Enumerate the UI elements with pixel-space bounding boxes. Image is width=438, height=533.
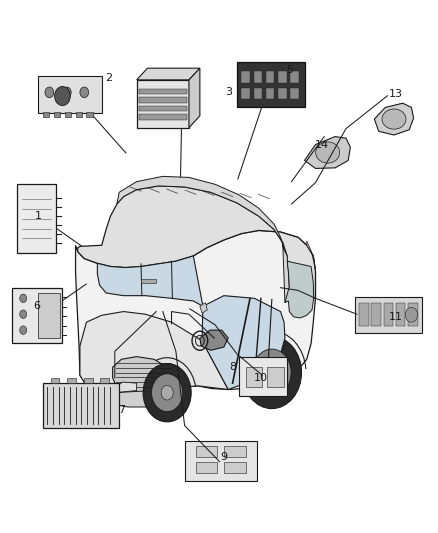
FancyBboxPatch shape — [237, 62, 304, 108]
Text: 8: 8 — [229, 362, 236, 372]
Bar — [395, 303, 404, 326]
Text: 1: 1 — [35, 211, 42, 221]
Bar — [67, 378, 76, 383]
Bar — [195, 462, 217, 473]
Ellipse shape — [381, 109, 405, 129]
Bar — [265, 88, 274, 100]
Bar — [138, 114, 186, 119]
Text: 11: 11 — [388, 312, 402, 322]
Polygon shape — [374, 103, 413, 135]
Polygon shape — [75, 230, 315, 394]
Bar — [138, 89, 186, 94]
Bar — [223, 446, 245, 457]
Circle shape — [80, 87, 88, 98]
Text: 5: 5 — [285, 66, 292, 75]
Circle shape — [264, 364, 279, 382]
Bar — [245, 367, 261, 387]
Circle shape — [45, 87, 53, 98]
Bar — [407, 303, 417, 326]
Polygon shape — [97, 256, 202, 306]
Circle shape — [143, 364, 191, 422]
Polygon shape — [199, 330, 228, 350]
Bar — [371, 303, 380, 326]
Polygon shape — [117, 382, 136, 392]
Bar — [253, 88, 261, 100]
Circle shape — [20, 310, 27, 318]
Polygon shape — [108, 390, 180, 407]
FancyBboxPatch shape — [184, 441, 256, 481]
Text: 2: 2 — [104, 73, 112, 83]
Bar — [50, 378, 59, 383]
Bar — [138, 98, 186, 103]
Polygon shape — [304, 136, 350, 168]
Bar — [241, 71, 250, 83]
Text: 6: 6 — [33, 301, 40, 311]
Polygon shape — [80, 312, 228, 394]
Polygon shape — [306, 241, 315, 269]
Circle shape — [54, 86, 70, 106]
Circle shape — [62, 87, 71, 98]
FancyBboxPatch shape — [39, 76, 102, 113]
Bar — [195, 446, 217, 457]
Bar — [290, 71, 298, 83]
Circle shape — [252, 349, 290, 396]
FancyBboxPatch shape — [239, 357, 286, 397]
Bar — [64, 112, 71, 117]
Bar — [253, 71, 261, 83]
Polygon shape — [136, 68, 199, 80]
Bar — [267, 367, 283, 387]
Bar — [53, 112, 60, 117]
FancyBboxPatch shape — [354, 297, 421, 333]
Bar — [383, 303, 392, 326]
FancyBboxPatch shape — [43, 383, 119, 428]
Bar — [241, 88, 250, 100]
Ellipse shape — [315, 142, 339, 163]
Circle shape — [20, 326, 27, 334]
Text: 10: 10 — [253, 373, 267, 383]
Bar — [84, 378, 92, 383]
Polygon shape — [284, 261, 313, 318]
Text: 13: 13 — [388, 89, 402, 99]
Circle shape — [404, 308, 417, 322]
Circle shape — [161, 385, 173, 400]
Bar — [86, 112, 93, 117]
Bar — [358, 303, 368, 326]
Bar — [265, 71, 274, 83]
Bar — [277, 88, 286, 100]
Text: 9: 9 — [220, 453, 227, 463]
Polygon shape — [117, 176, 289, 303]
Text: 14: 14 — [314, 140, 328, 150]
Bar — [290, 88, 298, 100]
Circle shape — [151, 374, 182, 411]
Circle shape — [242, 336, 301, 409]
FancyBboxPatch shape — [12, 288, 62, 343]
Bar — [43, 112, 49, 117]
Bar — [75, 112, 82, 117]
Polygon shape — [113, 357, 173, 393]
Bar — [138, 106, 186, 111]
FancyBboxPatch shape — [17, 184, 56, 253]
Bar — [100, 378, 109, 383]
Polygon shape — [153, 377, 176, 390]
Text: 7: 7 — [117, 405, 125, 415]
Bar — [141, 279, 156, 284]
Polygon shape — [188, 68, 199, 127]
Polygon shape — [39, 293, 60, 338]
Circle shape — [20, 294, 27, 303]
Bar — [277, 71, 286, 83]
Bar — [223, 462, 245, 473]
Polygon shape — [201, 296, 284, 390]
Text: 3: 3 — [224, 86, 231, 96]
FancyBboxPatch shape — [136, 80, 188, 127]
Polygon shape — [78, 186, 315, 301]
Polygon shape — [199, 303, 207, 313]
